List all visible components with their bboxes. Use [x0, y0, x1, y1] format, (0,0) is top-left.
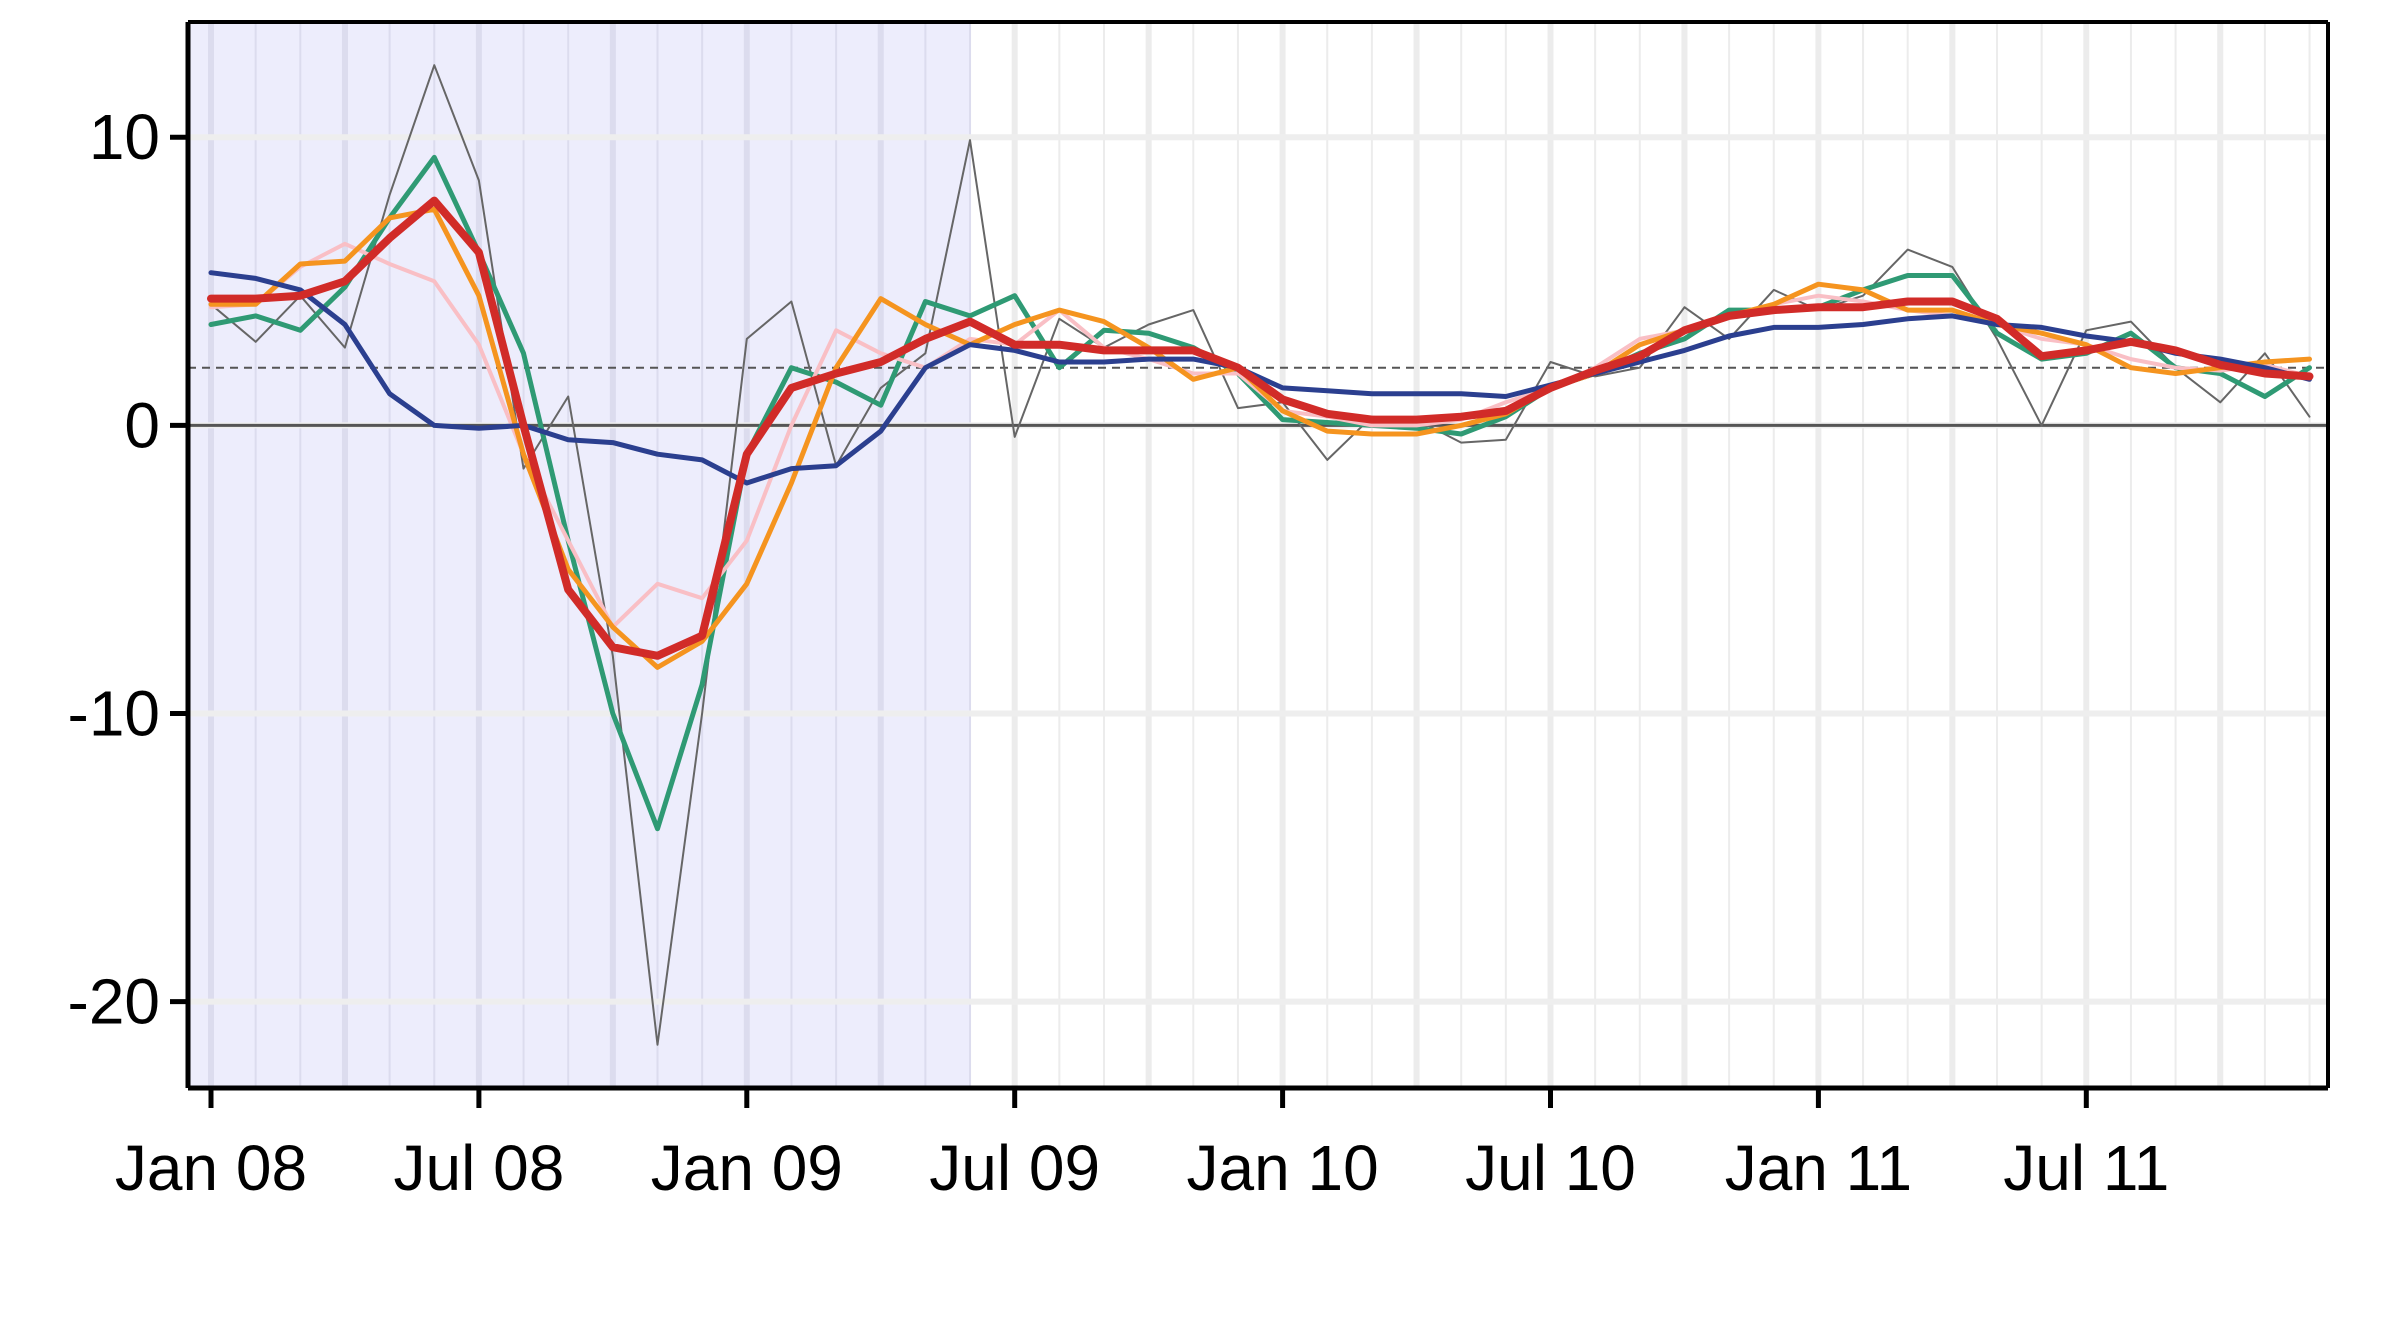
data-series	[207, 64, 2314, 1046]
x-tick-label: Jul 10	[1465, 1132, 1636, 1204]
axes: 10 0 -10 -20 Jan 08 Jul 08 Jan 09 Jul 09 Jan 10 J…	[68, 20, 2330, 1204]
x-tick-label: Jan 10	[1187, 1132, 1379, 1204]
y-tick-label: -10	[68, 677, 161, 749]
x-tick-label: Jan 09	[651, 1132, 843, 1204]
y-tick-label: 10	[89, 101, 160, 173]
series-line-1	[210, 64, 2311, 1046]
reference-lines	[188, 366, 2328, 427]
plot-background	[188, 22, 971, 1088]
y-tick-label: -20	[68, 966, 161, 1038]
shaded-region	[188, 22, 971, 1088]
x-tick-label: Jul 11	[2003, 1132, 2169, 1204]
series-line-5	[208, 270, 2312, 486]
x-tick-label: Jul 09	[929, 1132, 1100, 1204]
y-tick-label: 0	[124, 389, 160, 461]
x-tick-label: Jan 11	[1725, 1132, 1912, 1204]
x-tick-label: Jul 08	[394, 1132, 565, 1204]
series-line-2	[208, 154, 2312, 832]
series-line-6	[207, 196, 2314, 660]
x-tick-label: Jan 08	[115, 1132, 307, 1204]
